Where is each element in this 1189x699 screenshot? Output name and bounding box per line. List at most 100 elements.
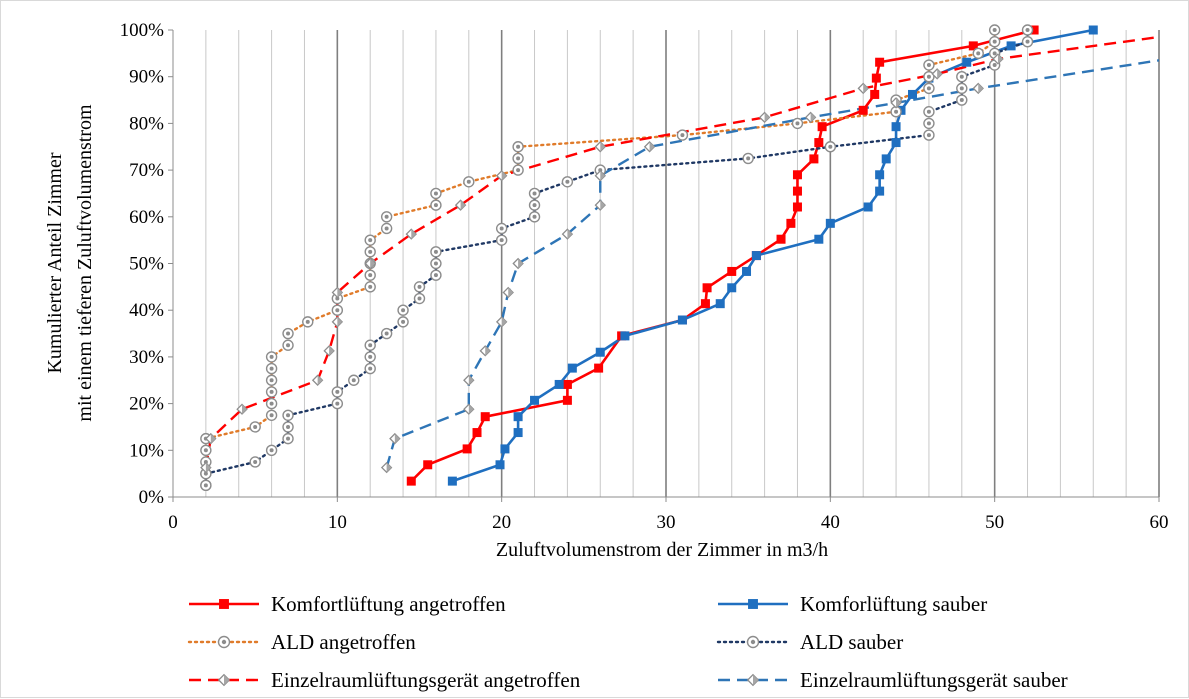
marker-dot [368, 366, 373, 371]
data-point-marker [676, 129, 689, 141]
data-point-marker [792, 186, 802, 196]
data-point-marker [331, 304, 344, 316]
series-line-6 [385, 59, 1160, 468]
marker-diamond-half [329, 346, 334, 356]
data-point-marker [495, 222, 508, 235]
marker-dot [368, 249, 373, 254]
data-point-marker [265, 444, 278, 456]
marker-dot [516, 144, 521, 149]
x-tick-label: 0 [168, 512, 178, 533]
data-point-marker [200, 461, 212, 474]
data-point-marker [554, 379, 564, 389]
data-point-marker [962, 57, 972, 67]
data-point-marker [454, 199, 467, 211]
data-point-marker [791, 117, 804, 130]
data-point-marker [282, 327, 294, 340]
data-point-marker [282, 432, 294, 445]
data-point-marker [380, 461, 393, 474]
data-point-marker [331, 286, 344, 299]
y-tick-label: 50% [129, 254, 164, 275]
legend-item-4: ALD sauber [716, 630, 903, 654]
y-tick-label: 40% [129, 300, 164, 321]
markers-layer [200, 24, 1098, 492]
marker-diamond-half [863, 83, 868, 94]
x-tick-label: 10 [328, 512, 347, 533]
marker-diamond-half [468, 404, 474, 415]
data-point-marker [700, 299, 710, 309]
marker-dot [926, 86, 931, 91]
data-point-marker [397, 316, 409, 328]
data-point-marker [528, 211, 541, 223]
legend-label: Einzelraumlüftungsgerät angetroffen [271, 668, 581, 692]
legend-label: ALD angetroffen [271, 630, 416, 654]
data-point-marker [480, 412, 490, 422]
data-point-marker [364, 339, 376, 351]
marker-dot [992, 39, 997, 44]
y-axis: 0% 10% 20% 30% 40% 50% 60% 70% 80% 90% 100% [120, 20, 174, 508]
y-tick-label: 10% [129, 440, 164, 461]
marker-dot [368, 284, 373, 289]
marker-dot [221, 639, 227, 645]
marker-dot [926, 133, 931, 138]
marker-dot [286, 413, 291, 418]
data-point-marker [512, 257, 524, 270]
legend-label: Komfortlüftung angetroffen [271, 592, 506, 616]
data-point-marker [561, 228, 574, 240]
x-tick-label: 40 [821, 512, 840, 533]
data-point-marker [512, 152, 524, 165]
data-point-marker [380, 222, 393, 235]
marker-dot [680, 133, 685, 138]
marker-diamond-half [600, 170, 606, 181]
marker-dot [286, 424, 291, 429]
data-point-marker [702, 283, 712, 293]
data-point-marker [463, 374, 475, 386]
marker-diamond-half [224, 674, 230, 686]
marker-diamond-half [210, 433, 216, 444]
y-tick-label: 20% [129, 394, 164, 415]
legend: Komfortlüftung angetroffen Komforlüftung … [187, 592, 1068, 692]
data-point-marker [594, 169, 606, 182]
data-point-marker [972, 82, 984, 95]
data-point-marker [265, 397, 278, 410]
data-point-marker [513, 412, 523, 422]
data-point-marker [677, 315, 687, 325]
marker-dot [894, 109, 899, 114]
marker-diamond-half [753, 674, 759, 686]
marker-dot [992, 28, 997, 32]
data-point-marker [528, 199, 541, 211]
marker-diamond-half [997, 54, 1003, 64]
data-point-marker [746, 673, 760, 687]
marker-dot [433, 249, 438, 254]
data-point-marker [875, 57, 885, 67]
data-point-marker [956, 94, 968, 106]
data-point-marker [217, 673, 231, 687]
data-point-marker [397, 304, 409, 316]
data-point-marker [265, 409, 278, 421]
data-point-marker [825, 218, 835, 228]
data-point-marker [430, 199, 442, 211]
marker-dot [269, 389, 274, 394]
marker-dot [499, 226, 504, 231]
marker-dot [926, 74, 931, 79]
data-point-marker [891, 138, 901, 148]
data-point-marker [567, 363, 577, 373]
data-point-marker [992, 53, 1004, 65]
legend-item-1: Komfortlüftung angetroffen [189, 592, 506, 616]
data-point-marker [792, 170, 802, 180]
data-point-marker [875, 186, 885, 196]
marker-dot [305, 319, 310, 324]
data-point-marker [871, 73, 881, 83]
marker-diamond-half [978, 83, 984, 94]
marker-dot [335, 296, 340, 301]
data-point-marker [364, 246, 376, 258]
y-tick-label: 90% [129, 67, 164, 88]
data-point-marker [217, 635, 231, 649]
data-point-marker [265, 386, 278, 398]
marker-diamond-half [370, 258, 375, 269]
y-tick-label: 80% [129, 113, 164, 134]
data-point-marker [814, 138, 824, 148]
data-point-marker [594, 363, 604, 373]
data-point-marker [891, 122, 901, 132]
